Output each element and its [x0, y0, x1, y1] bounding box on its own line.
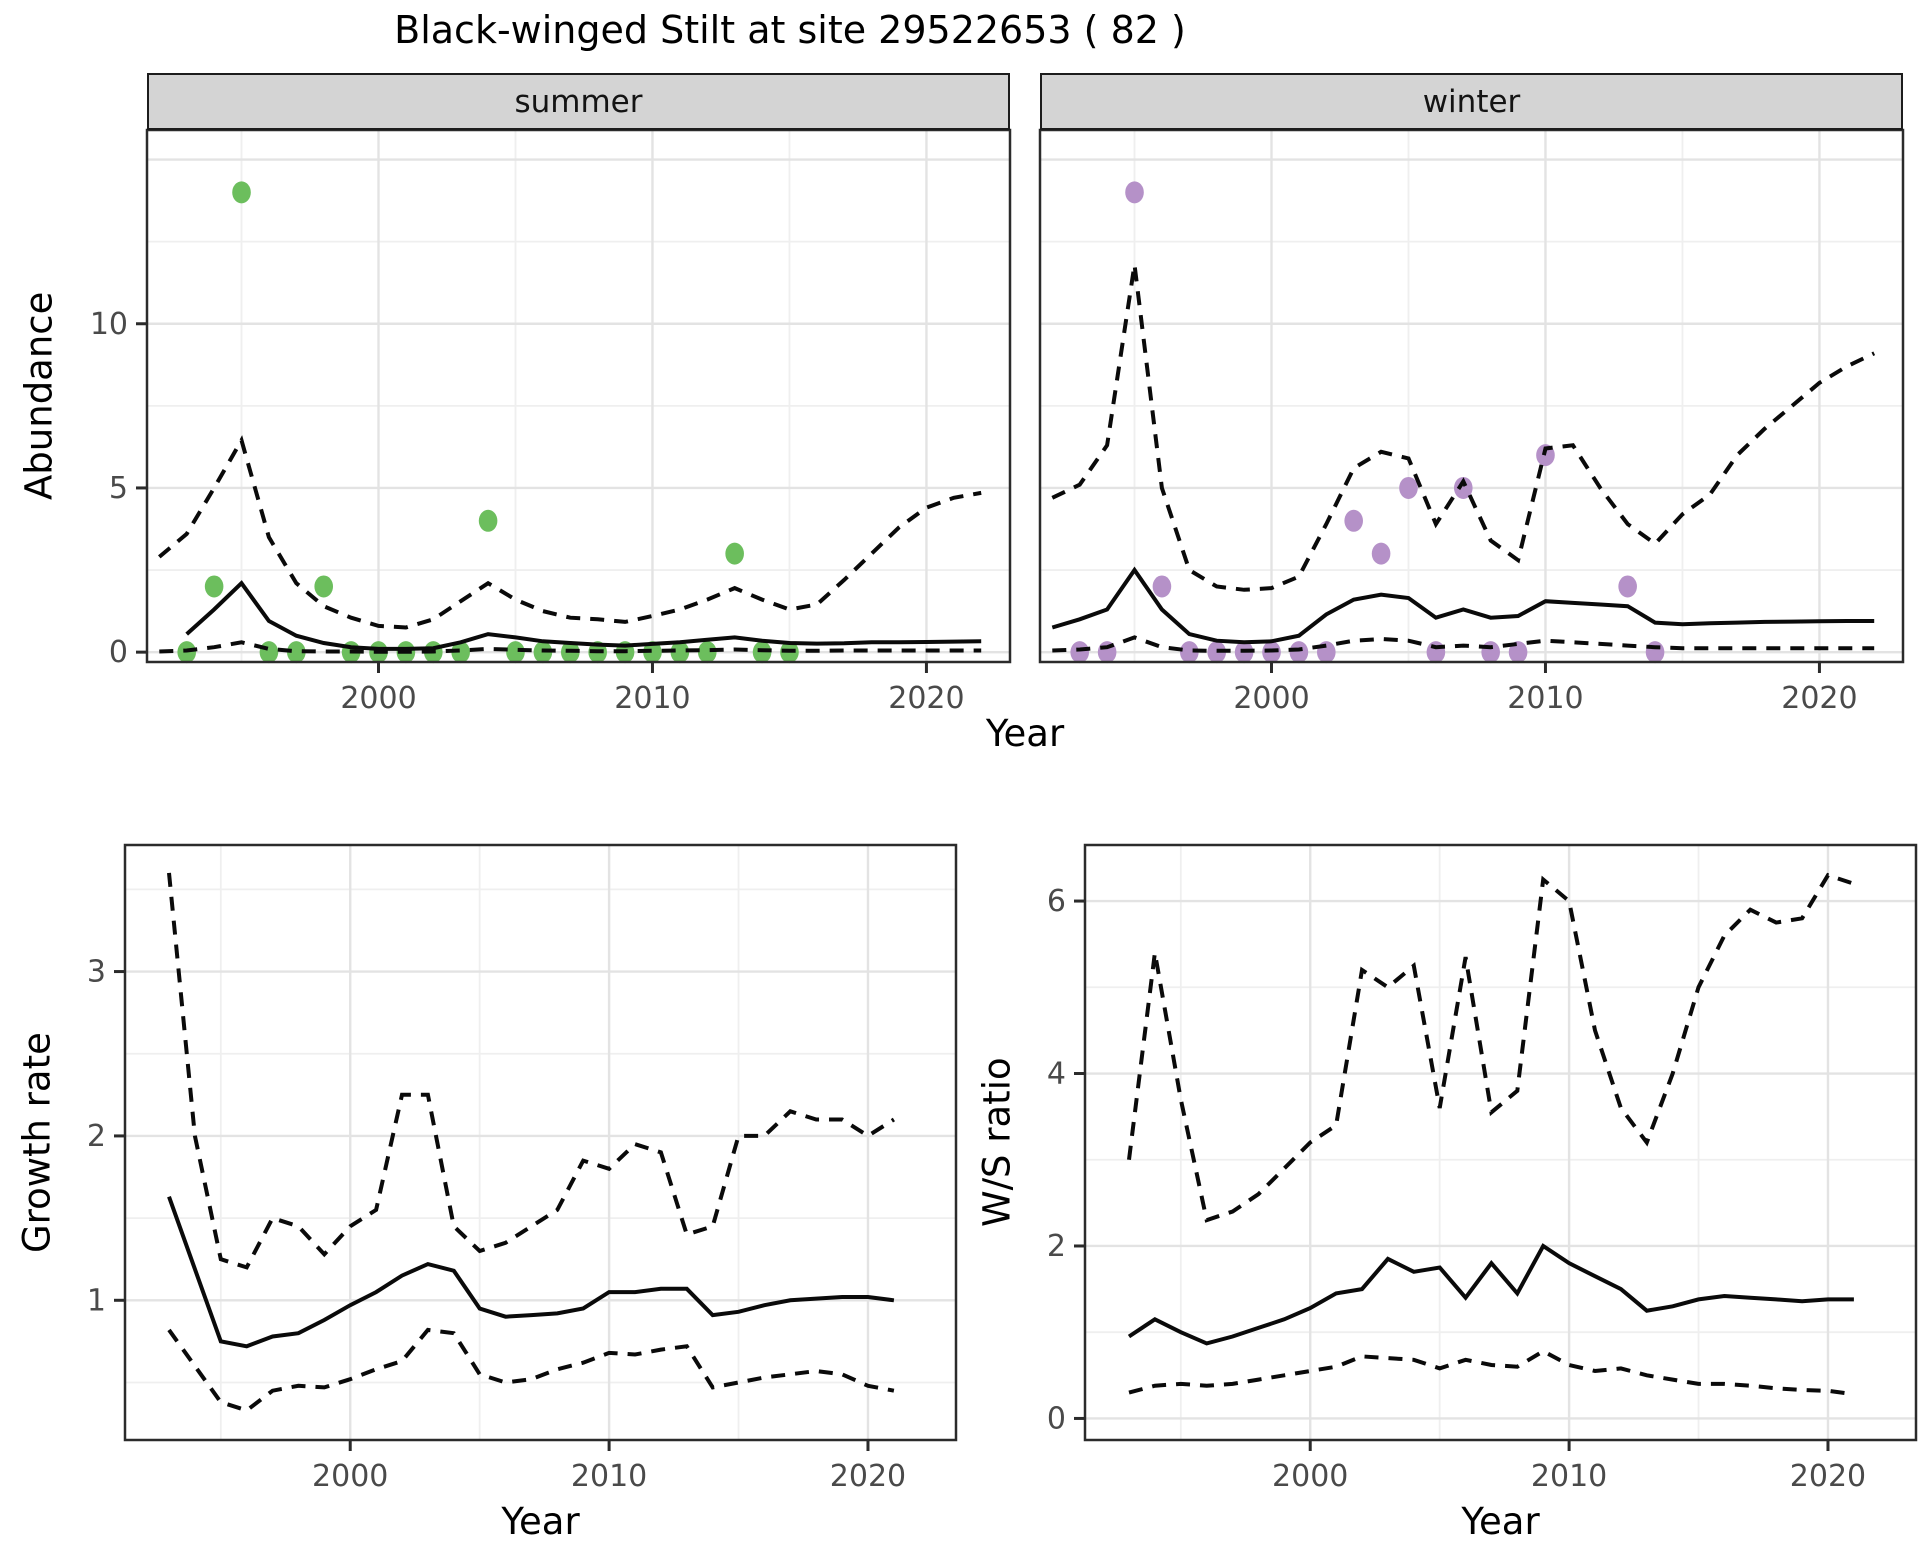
x-tick-label: 2010: [1531, 1459, 1607, 1494]
x-tick-label: 2000: [340, 681, 416, 716]
median-line-growth: [167, 1196, 895, 1349]
data-point-summer-1994: [204, 575, 224, 598]
data-point-winter-1996: [1152, 575, 1172, 598]
y-axis-title-growth-rate: Growth rate: [15, 1032, 59, 1253]
y-tick-label: 2: [87, 1119, 106, 1154]
x-tick-label: 2010: [571, 1459, 647, 1494]
y-tick-label: 5: [109, 471, 128, 506]
x-axis-title-year-top: Year: [985, 712, 1065, 755]
x-tick-label: 2000: [1233, 681, 1309, 716]
y-axis-title-ws-ratio: W/S ratio: [975, 1057, 1019, 1228]
data-point-winter-2002: [1316, 641, 1336, 664]
facet-strip-summer: summer: [147, 73, 1010, 130]
upper-ci-line-ws: [1127, 872, 1855, 1223]
data-point-winter-2006: [1426, 641, 1446, 664]
data-point-winter-2005: [1399, 476, 1418, 499]
data-point-winter-1993: [1070, 641, 1090, 664]
y-tick-label: 2: [1047, 1229, 1066, 1264]
lower-ci-line-summer: [159, 640, 982, 654]
median-line-summer: [185, 580, 982, 651]
data-point-summer-2003: [451, 641, 470, 664]
lower-ci-line-growth: [167, 1327, 895, 1413]
panel-border-ws: [1083, 843, 1918, 1442]
lower-ci-line-winter: [1052, 635, 1875, 653]
x-tick-label: 2020: [830, 1459, 906, 1494]
data-point-winter-2004: [1371, 542, 1391, 565]
data-point-winter-2009: [1508, 641, 1528, 664]
median-line-ws: [1127, 1243, 1854, 1346]
y-tick-label: 10: [90, 307, 128, 342]
data-point-summer-1995: [232, 181, 251, 204]
panel-background-ws: [1085, 845, 1916, 1440]
panel-border-summer: [145, 128, 1012, 664]
data-point-winter-2001: [1289, 641, 1309, 664]
x-tick-label: 2010: [614, 681, 690, 716]
data-point-winter-2008: [1481, 641, 1500, 664]
data-point-winter-1995: [1125, 181, 1144, 204]
x-axis-title-year-growth: Year: [501, 1500, 580, 1543]
panel-background-summer: [147, 130, 1010, 662]
data-point-summer-2005: [506, 641, 525, 664]
data-point-summer-1996: [259, 641, 279, 664]
data-point-winter-2013: [1618, 575, 1637, 598]
x-tick-label: 2000: [1272, 1459, 1348, 1494]
y-tick-label: 6: [1047, 884, 1066, 919]
panel-background-growth: [125, 845, 956, 1440]
x-tick-label: 2020: [888, 681, 964, 716]
upper-ci-line-summer: [158, 435, 982, 630]
data-point-summer-2013: [725, 542, 744, 565]
data-point-summer-2012: [697, 641, 717, 664]
data-point-summer-2011: [670, 641, 690, 664]
upper-ci-line-growth: [167, 872, 895, 1270]
panel-border-growth: [123, 843, 958, 1442]
y-tick-label: 0: [109, 635, 128, 670]
x-tick-label: 2020: [1781, 681, 1857, 716]
upper-ci-line-winter: [1051, 264, 1876, 592]
x-axis-title-year-ws: Year: [1461, 1500, 1540, 1543]
x-tick-label: 2010: [1507, 681, 1583, 716]
plot-title: Black-winged Stilt at site 29522653 ( 82…: [394, 8, 1186, 52]
data-point-summer-1997: [287, 641, 306, 664]
y-axis-title-abundance: Abundance: [17, 291, 61, 501]
y-tick-label: 4: [1047, 1057, 1066, 1092]
panel-border-winter: [1038, 128, 1905, 664]
y-tick-label: 3: [87, 955, 106, 990]
facet-strip-summer-label: summer: [514, 83, 643, 120]
facet-strip-winter: winter: [1040, 73, 1903, 130]
y-tick-label: 1: [87, 1283, 106, 1318]
facet-strip-winter-label: winter: [1422, 83, 1521, 120]
data-point-summer-2004: [478, 509, 498, 532]
x-tick-label: 2000: [312, 1459, 388, 1494]
x-tick-label: 2020: [1790, 1459, 1866, 1494]
data-point-summer-1998: [314, 575, 334, 598]
data-point-winter-2007: [1453, 476, 1473, 499]
panel-background-winter: [1040, 130, 1903, 662]
median-line-winter: [1051, 566, 1875, 645]
data-point-winter-2014: [1645, 641, 1665, 664]
lower-ci-line-ws: [1128, 1348, 1855, 1397]
y-tick-label: 0: [1047, 1401, 1066, 1436]
data-point-summer-2010: [643, 641, 662, 664]
data-point-winter-2003: [1344, 509, 1363, 532]
data-point-winter-1997: [1180, 641, 1199, 664]
